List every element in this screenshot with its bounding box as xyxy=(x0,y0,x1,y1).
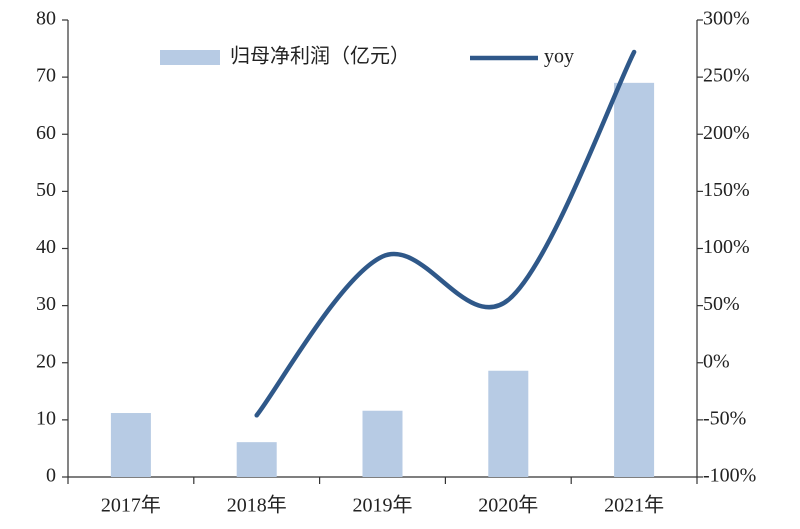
y-tick-label: 70 xyxy=(36,65,56,87)
y2-tick-label: 300% xyxy=(703,8,750,30)
x-tick-label: 2020年 xyxy=(478,494,538,517)
line xyxy=(254,49,637,418)
y2-tick-label: 100% xyxy=(703,236,750,258)
x-tick-label: 2021年 xyxy=(604,494,664,517)
y-tick-label: 60 xyxy=(36,122,56,144)
y2-tick-label: 150% xyxy=(703,179,750,201)
y-tick-label: 80 xyxy=(36,8,56,30)
bar xyxy=(488,370,529,477)
x-tick-label: 2018年 xyxy=(227,494,287,517)
legend-label: 归母净利润（亿元） xyxy=(230,45,410,68)
legend-label: yoy xyxy=(544,46,574,68)
x-tick-label: 2019年 xyxy=(353,494,413,517)
y2-tick-label: 200% xyxy=(703,122,750,144)
y-tick-label: 10 xyxy=(36,407,56,429)
bar xyxy=(362,410,403,477)
bar xyxy=(236,442,277,477)
legend-swatch xyxy=(160,50,220,65)
y2-tick-label: 50% xyxy=(703,293,740,315)
bar xyxy=(110,413,151,477)
y-tick-label: 30 xyxy=(36,293,56,315)
y2-tick-label: -50% xyxy=(703,407,746,429)
y-tick-label: 50 xyxy=(36,179,56,201)
x-tick-label: 2017年 xyxy=(101,494,161,517)
y2-tick-label: 250% xyxy=(703,65,750,87)
y-tick-label: 0 xyxy=(46,465,56,487)
bar xyxy=(614,82,655,478)
y2-tick-label: -100% xyxy=(703,465,756,487)
y-tick-label: 20 xyxy=(36,350,56,372)
y-tick-label: 40 xyxy=(36,236,56,258)
y2-tick-label: 0% xyxy=(703,350,730,372)
